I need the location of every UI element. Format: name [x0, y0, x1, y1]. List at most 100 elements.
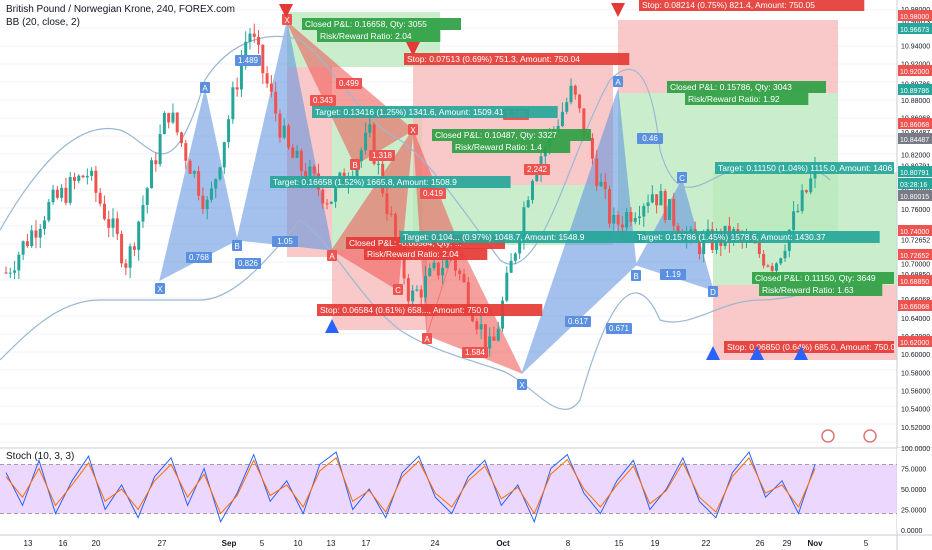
time-tick-label: 29	[783, 539, 792, 548]
candle-body	[68, 177, 72, 203]
ratio-label: 1.318	[372, 151, 393, 160]
harmonic-pattern	[286, 21, 414, 166]
trade-label: Closed P&L: 0.16658, Qty: 3055	[305, 19, 427, 29]
candle-body	[359, 150, 363, 161]
candle-body	[488, 336, 492, 349]
trade-label: Risk/Reward Ratio: 1.4	[455, 142, 542, 152]
candle-body	[804, 190, 808, 193]
candle-body	[612, 215, 616, 224]
candle-body	[428, 268, 432, 276]
candle-body	[441, 267, 445, 276]
trade-label-bg	[317, 304, 543, 316]
candle-body	[115, 218, 119, 235]
candle-body	[235, 87, 239, 90]
time-tick-label: 5	[260, 539, 265, 548]
ratio-label: 0.768	[189, 253, 210, 262]
profit-zone	[713, 172, 898, 285]
candle-body	[171, 112, 175, 123]
ratio-label: 1.05	[277, 237, 293, 246]
candle-body	[162, 113, 166, 135]
stoch-tick-label: 100.0000	[901, 446, 930, 453]
pattern-point-marker	[282, 14, 292, 25]
candle-body	[419, 289, 423, 298]
price-badge-label: 10.98000	[900, 14, 929, 21]
time-tick-label: 27	[158, 539, 167, 548]
ratio-label: 2.242	[527, 165, 548, 174]
price-badge-label: 10.66068	[900, 304, 929, 311]
candle-body	[8, 272, 12, 274]
sell-arrow-icon	[611, 3, 625, 17]
chart-title: British Pound / Norwegian Krone, 240, FO…	[6, 4, 235, 15]
pattern-point-marker	[708, 286, 718, 297]
trade-label-bg	[639, 0, 865, 11]
price-badge	[898, 178, 932, 189]
event-flag-icon	[821, 429, 835, 443]
trade-label: Stop: 0.08214 (0.75%) 821.4, Amount: 750…	[642, 0, 815, 10]
price-badge	[898, 336, 932, 347]
candle-body	[98, 192, 102, 204]
candle-body	[85, 175, 89, 178]
candle-body	[535, 173, 539, 181]
buy-arrow-icon	[750, 346, 764, 360]
ratio-badge	[235, 258, 261, 269]
candle-body	[175, 112, 179, 133]
candle-body	[766, 265, 770, 267]
trade-label-bg	[667, 81, 826, 93]
candle-body	[411, 290, 415, 302]
candle-body	[582, 108, 586, 136]
trade-label-bg	[312, 106, 558, 118]
candle-body	[205, 199, 209, 210]
candle-body	[364, 132, 368, 151]
trade-label: Risk/Reward Ratio: 1.63	[762, 285, 854, 295]
trade-label: Target: 0.11150 (1.04%) 1115.0, Amount: …	[718, 163, 892, 173]
candle-body	[141, 204, 145, 222]
candle-body	[295, 150, 299, 158]
candle-body	[792, 211, 796, 230]
candle-body	[4, 272, 8, 274]
candle-body	[227, 119, 231, 143]
candle-body	[239, 59, 243, 90]
trade-label-bg	[634, 231, 880, 243]
price-badge-label: 03:28:16	[900, 182, 927, 189]
candle-body	[102, 203, 106, 220]
price-tick-label: 10.70000	[901, 261, 930, 268]
candle-body	[325, 203, 329, 205]
pattern-point-label: X	[284, 16, 290, 25]
candle-body	[569, 85, 573, 103]
ratio-badge	[235, 55, 261, 66]
stoch-indicator-label[interactable]: Stoch (10, 3, 3)	[6, 451, 75, 462]
bb-indicator-label[interactable]: BB (20, close, 2)	[6, 17, 80, 28]
candle-body	[274, 91, 278, 114]
event-flag-icon	[863, 429, 877, 443]
trade-label-bg	[432, 129, 591, 141]
candle-body	[757, 242, 761, 254]
candle-body	[616, 215, 620, 225]
price-badge-label: 10.89786	[900, 88, 929, 95]
ratio-badge	[565, 316, 591, 327]
trade-label: Stop: 0.06584 (0.61%) 658..., Amount: 75…	[320, 305, 489, 315]
candle-body	[197, 171, 201, 196]
trade-label-bg	[452, 141, 571, 153]
candle-body	[137, 221, 141, 250]
candle-body	[167, 113, 171, 123]
price-tick-label: 10.58000	[901, 370, 930, 377]
price-badge-label: 10.72652	[900, 253, 929, 260]
price-badge-label: 10.74000	[900, 229, 929, 236]
pattern-point-marker	[613, 76, 623, 87]
candle-body	[479, 324, 483, 330]
pattern-point-label: X	[519, 381, 525, 390]
candle-body	[248, 33, 252, 42]
candle-body	[299, 150, 303, 172]
trade-label: Target: 0.15786 (1.45%) 1578.6, Amount: …	[637, 232, 826, 242]
candle-body	[150, 160, 154, 189]
pattern-point-marker	[155, 283, 165, 294]
candle-body	[128, 246, 132, 268]
pattern-point-label: A	[329, 252, 335, 261]
candle-body	[329, 201, 333, 204]
price-badge	[898, 65, 932, 76]
candle-body	[633, 218, 637, 222]
candle-body	[394, 213, 398, 237]
pattern-point-label: A	[424, 335, 430, 344]
candle-body	[402, 243, 406, 279]
